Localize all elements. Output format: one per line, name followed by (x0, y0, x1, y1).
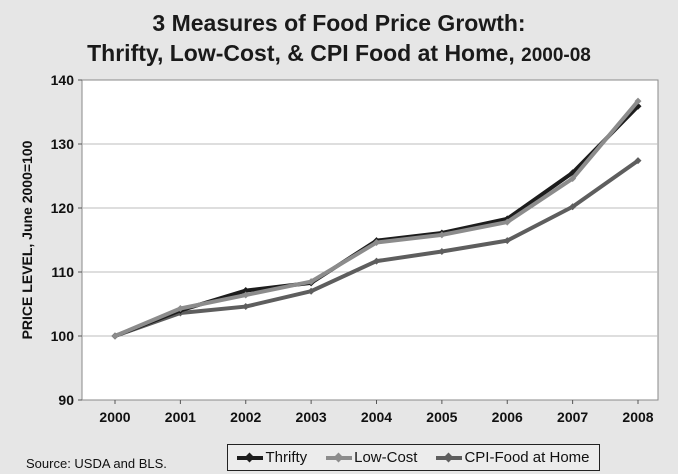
y-tick-label: 140 (51, 72, 75, 88)
data-point (242, 291, 250, 299)
data-point (438, 248, 446, 256)
x-tick-label: 2000 (99, 409, 130, 425)
legend-swatch (237, 452, 264, 462)
legend-label: CPI-Food at Home (464, 449, 590, 466)
x-tick-label: 2002 (230, 409, 261, 425)
x-tick-label: 2007 (557, 409, 588, 425)
chart-title: 3 Measures of Food Price Growth: Thrifty… (0, 8, 678, 72)
data-point (307, 287, 315, 295)
data-point (503, 237, 511, 245)
legend-label: Thrifty (265, 449, 308, 466)
x-tick-label: 2001 (165, 409, 196, 425)
y-tick-label: 130 (51, 136, 75, 152)
chart-title-years: 2000-08 (521, 45, 591, 66)
legend-item: CPI-Food at Home (436, 449, 590, 466)
x-tick-label: 2008 (622, 409, 653, 425)
y-tick-label: 120 (51, 200, 75, 216)
x-tick-label: 2003 (296, 409, 327, 425)
data-point (307, 278, 315, 286)
data-point (569, 175, 577, 183)
x-tick-label: 2005 (426, 409, 457, 425)
plot-area (81, 79, 659, 401)
y-tick-label: 100 (51, 328, 75, 344)
y-tick-label: 90 (58, 392, 74, 408)
source-note: Source: USDA and BLS. (26, 456, 167, 471)
legend-swatch (436, 452, 463, 462)
data-point (373, 239, 380, 247)
data-point (438, 231, 446, 239)
legend-item: Thrifty (237, 449, 307, 466)
data-point (634, 97, 642, 105)
x-tick-label: 2006 (492, 409, 523, 425)
data-point (242, 287, 250, 295)
data-point (242, 303, 250, 311)
data-point (634, 157, 642, 165)
data-point (503, 218, 511, 226)
legend-swatch (326, 452, 353, 462)
y-axis-label: PRICE LEVEL, June 2000=100 (19, 140, 35, 339)
data-point (373, 257, 380, 265)
chart-legend: Thrifty Low-Cost CPI-Food at Home (227, 444, 600, 471)
legend-label: Low-Cost (354, 449, 418, 466)
y-tick-label: 110 (51, 264, 74, 280)
legend-item: Low-Cost (326, 449, 417, 466)
chart-title-line1: 3 Measures of Food Price Growth: (152, 10, 526, 36)
x-tick-label: 2004 (361, 409, 392, 425)
data-point (176, 304, 184, 312)
chart-title-line2-main: Thrifty, Low-Cost, & CPI Food at Home, (87, 40, 515, 66)
data-point (569, 203, 577, 211)
data-point (111, 332, 119, 340)
chart-title-line2: Thrifty, Low-Cost, & CPI Food at Home, 2… (87, 40, 591, 66)
